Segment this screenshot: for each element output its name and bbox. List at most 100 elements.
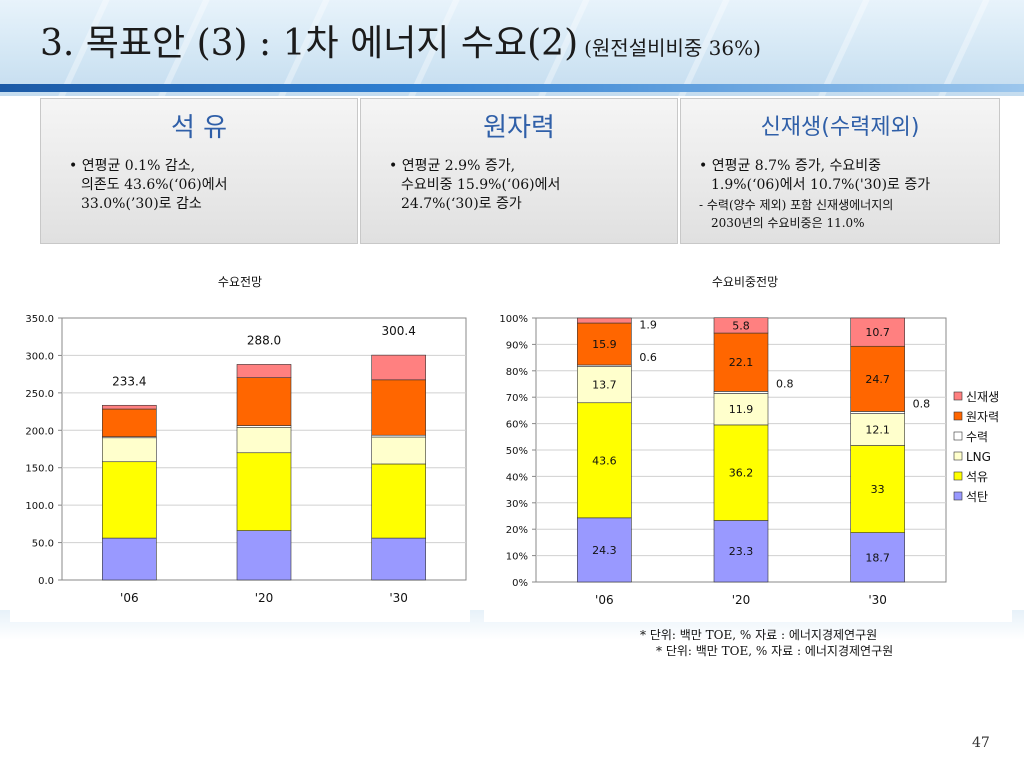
page-number: 47 [972,735,990,751]
y-tick-label: 70% [506,393,528,404]
x-tick-label: '20 [255,591,274,605]
source-note: * 단위: 백만 TOE, % 자료 : 에너지경제연구원 [640,628,878,642]
bar-LNG [577,366,632,404]
bar-신재생 [577,317,632,324]
y-tick-label: 90% [506,340,528,351]
data-label: 11.9 [729,403,754,416]
x-tick-label: '06 [595,593,614,607]
legend-swatch [953,411,963,421]
y-tick-label: 0% [512,578,528,589]
y-tick-label: 350.0 [25,314,54,325]
panel-renewable-note: 2030년의 수요비중은 11.0% [711,216,865,230]
page-subtitle: (원전설비비중 36%) [584,36,761,60]
data-label: 12.1 [865,424,890,437]
legend-label: 석유 [966,470,988,484]
y-tick-label: 100% [499,314,528,325]
data-label: 0.8 [913,397,931,410]
panel-oil-body: • 연평균 0.1% 감소, 의존도 43.6%(‘06)에서 33.0%(’3… [41,157,357,214]
data-label: 36.2 [729,467,754,480]
data-label: 24.3 [592,544,617,557]
bar-LNG [102,437,157,463]
x-tick-label: '20 [732,593,751,607]
bar-석유 [236,452,292,531]
y-tick-label: 100.0 [25,501,54,512]
page-title: 3. 목표안 (3) : 1차 에너지 수요(2) (원전설비비중 36%) [40,14,761,66]
bar-석탄 [577,517,632,583]
y-tick-label: 200.0 [25,426,54,437]
panel-oil-heading: 석 유 [170,113,228,143]
data-label: 24.7 [865,373,890,386]
panel-renewable-note: - 수력(양수 제외) 포함 신재생에너지의 [699,198,894,212]
y-tick-label: 150.0 [25,464,54,475]
panel-oil-line: 33.0%(’30)로 감소 [81,196,202,212]
total-label: 288.0 [247,333,281,347]
x-tick-label: '30 [868,593,887,607]
page-title-text: 3. 목표안 (3) : 1차 에너지 수요(2) [40,23,579,64]
x-tick-label: '06 [120,591,139,605]
y-tick-label: 300.0 [25,351,54,362]
header-background [0,0,1024,96]
legend-swatch [953,491,963,501]
data-label: 43.6 [592,454,617,467]
panel-nuclear-line: 수요비중 15.9%(‘06)에서 [401,177,561,193]
data-label: 10.7 [865,326,890,339]
panel-renewable-heading: 신재생(수력제외) [760,115,920,140]
y-tick-label: 10% [506,552,528,563]
legend-label: LNG [966,450,991,464]
panel-renewable-line: 1.9%(‘06)에서 10.7%('30)로 증가 [711,177,931,193]
legend-label: 석탄 [966,490,988,504]
bar-석유 [102,461,157,539]
bar-석유 [371,463,426,539]
y-tick-label: 80% [506,367,528,378]
bar-원자력 [236,377,292,426]
bar-수력 [850,411,905,414]
bar-LNG [236,426,292,454]
bar-원자력 [371,379,426,436]
panel-nuclear-line: 24.7%(‘30)로 증가 [401,196,522,212]
chart-demand: 0.0 50.0 100.0 150.0 200.0 250.0 300.0 350.0 233… [25,314,467,605]
chart-share-title: 수요비중전망 [711,275,779,289]
panel-oil-line: 의존도 43.6%(‘06)에서 [81,177,228,193]
bar-원자력 [713,332,769,392]
panel-oil-line: • 연평균 0.1% 감소, [69,158,196,174]
y-tick-label: 250.0 [25,389,54,400]
y-tick-label: 40% [506,472,528,483]
bar-신재생 [236,364,292,378]
bar-신재생 [371,354,426,381]
bar-석유 [713,424,769,521]
legend-swatch [953,391,963,401]
data-label: 0.6 [639,351,657,364]
y-tick-label: 50.0 [32,539,54,550]
data-label: 33 [871,483,885,496]
chart-share: 0% 10% 20% 30% 40% 50% 60% 70% 80% 90% 100% 24.3 43.… [499,314,999,607]
data-label: 23.3 [729,545,754,558]
header-accent-bar [0,84,1024,92]
panel-nuclear: 원자력 • 연평균 2.9% 증가, 수요비중 15.9%(‘06)에서 24.… [360,98,678,244]
legend-label: 수력 [966,430,988,444]
panel-nuclear-heading: 원자력 [483,113,555,143]
bar-석탄 [713,520,769,583]
panel-oil: 석 유 • 연평균 0.1% 감소, 의존도 43.6%(‘06)에서 33.0… [40,98,358,244]
source-note: * 단위: 백만 TOE, % 자료 : 에너지경제연구원 [656,644,894,658]
bar-석탄 [102,537,157,581]
data-label: 0.8 [776,377,794,390]
bar-석탄 [236,530,292,581]
bar-석탄 [371,537,426,581]
total-label: 300.4 [381,324,415,338]
legend-label: 신재생 [966,390,999,404]
y-tick-label: 30% [506,499,528,510]
bar-LNG [850,413,905,446]
data-label: 18.7 [865,551,890,564]
legend-swatch [953,431,963,441]
bar-LNG [713,393,769,426]
chart-demand-title: 수요전망 [217,275,263,289]
data-label: 15.9 [592,338,617,351]
data-label: 5.8 [732,319,750,332]
bar-LNG [371,436,426,465]
panel-nuclear-body: • 연평균 2.9% 증가, 수요비중 15.9%(‘06)에서 24.7%(‘… [361,157,677,214]
x-tick-label: '30 [389,591,408,605]
bar-신재생 [102,404,157,410]
data-label: 22.1 [729,356,754,369]
legend-swatch [953,451,963,461]
total-label: 233.4 [112,374,146,388]
